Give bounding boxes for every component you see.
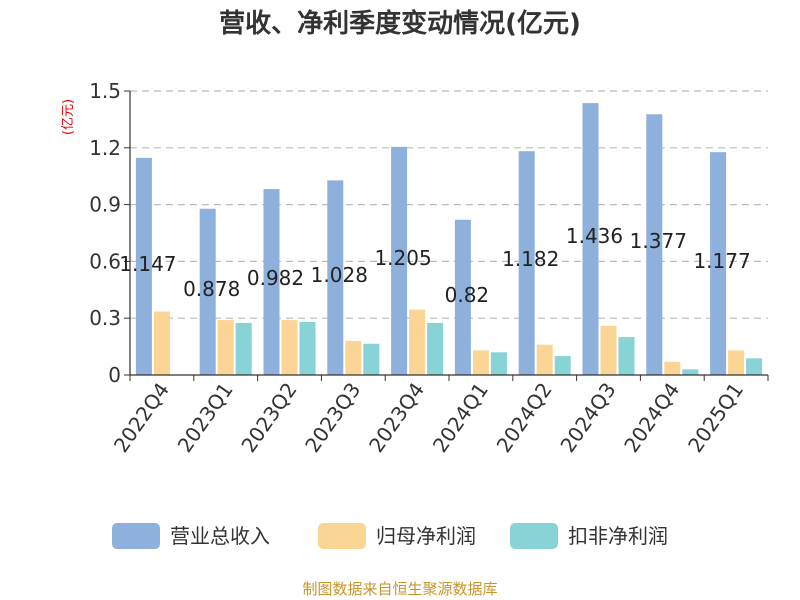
x-tick-label-2023Q2: 2023Q2	[236, 378, 301, 457]
chart-title: 营收、净利季度变动情况(亿元)	[219, 8, 581, 39]
bar-2022Q4-series-0	[135, 157, 152, 375]
bar-2024Q1-series-1	[472, 350, 489, 375]
x-tick-label-2024Q2: 2024Q2	[492, 378, 557, 457]
bar-2024Q1-series-2	[490, 352, 507, 375]
data-label-2024Q2: 1.182	[502, 247, 559, 271]
bar-2022Q4-series-1	[153, 311, 170, 375]
x-tick-label-2022Q4: 2022Q4	[109, 378, 174, 457]
bar-2024Q3-series-0	[582, 103, 599, 375]
data-label-2023Q3: 1.028	[311, 263, 368, 287]
bar-2023Q3-series-0	[327, 180, 344, 375]
bar-2023Q2-series-2	[299, 321, 316, 375]
legend-swatch-0	[112, 523, 160, 549]
x-tick-label-2024Q3: 2024Q3	[555, 378, 620, 457]
bar-2024Q4-series-0	[646, 114, 663, 376]
bar-2023Q1-series-0	[199, 208, 216, 375]
y-tick-label-1: 0.3	[89, 306, 121, 330]
data-label-2024Q4: 1.377	[630, 229, 687, 253]
data-label-2023Q1: 0.878	[183, 277, 240, 301]
x-tick-label-2025Q1: 2025Q1	[683, 378, 748, 457]
legend-label-0: 营业总收入	[170, 524, 270, 548]
legend-label-1: 归母净利润	[376, 524, 476, 548]
bar-2023Q1-series-1	[217, 320, 234, 375]
y-axis-unit-label: (亿元)	[61, 99, 76, 135]
bar-2023Q3-series-2	[363, 343, 380, 375]
y-tick-label-4: 1.2	[89, 136, 121, 160]
bar-2024Q4-series-2	[682, 369, 699, 375]
x-tick-label-2023Q1: 2023Q1	[173, 378, 238, 457]
x-tick-label-2023Q4: 2023Q4	[364, 378, 429, 457]
bar-2025Q1-series-2	[746, 358, 763, 375]
data-label-2025Q1: 1.177	[693, 249, 750, 273]
data-label-2023Q2: 0.982	[247, 266, 304, 290]
bar-2023Q4-series-2	[427, 322, 444, 375]
bar-2023Q4-series-0	[391, 146, 408, 375]
bar-2023Q2-series-1	[281, 320, 298, 375]
footer-source: 制图数据来自恒生聚源数据库	[302, 580, 497, 598]
legend-swatch-2	[510, 523, 558, 549]
data-label-2024Q3: 1.436	[566, 224, 623, 248]
bar-2024Q3-series-1	[600, 325, 617, 375]
bar-2023Q1-series-2	[235, 322, 252, 375]
x-tick-label-2024Q4: 2024Q4	[619, 378, 684, 457]
bar-2023Q4-series-1	[409, 309, 426, 375]
bar-2025Q1-series-0	[710, 152, 727, 375]
bar-2024Q3-series-2	[618, 337, 635, 375]
x-tick-label-2023Q3: 2023Q3	[300, 378, 365, 457]
bar-2023Q2-series-0	[263, 189, 280, 375]
bar-2024Q2-series-2	[554, 356, 571, 375]
bar-2024Q2-series-0	[518, 151, 535, 375]
y-tick-label-2: 0.6	[89, 249, 121, 273]
y-tick-label-5: 1.5	[89, 79, 121, 103]
bars-group	[135, 103, 763, 376]
data-label-2022Q4: 1.147	[119, 252, 176, 276]
x-tick-label-2024Q1: 2024Q1	[428, 378, 493, 457]
data-label-2023Q4: 1.205	[374, 246, 431, 270]
bar-2023Q3-series-1	[345, 340, 362, 375]
data-label-2024Q1: 0.82	[445, 283, 490, 307]
bar-2025Q1-series-1	[728, 350, 745, 375]
y-axis-ticks: 0 0.3 0.6 0.9 1.2 1.5	[89, 79, 130, 387]
y-tick-label-3: 0.9	[89, 193, 121, 217]
y-tick-label-0: 0	[108, 363, 121, 387]
legend-swatch-1	[318, 523, 366, 549]
bar-2024Q4-series-1	[664, 361, 681, 375]
legend-label-2: 扣非净利润	[568, 524, 668, 548]
bar-2024Q2-series-1	[536, 344, 553, 375]
legend: 营业总收入 归母净利润 扣非净利润	[112, 523, 668, 549]
bar-2024Q1-series-0	[454, 219, 471, 375]
